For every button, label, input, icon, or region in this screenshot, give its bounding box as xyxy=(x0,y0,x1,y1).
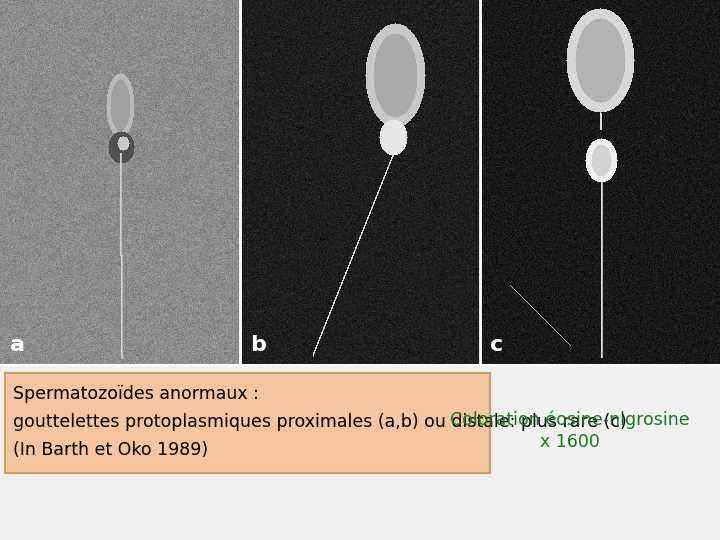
FancyBboxPatch shape xyxy=(5,373,490,473)
Text: (In Barth et Oko 1989): (In Barth et Oko 1989) xyxy=(13,441,208,459)
Text: b: b xyxy=(250,335,266,355)
Text: Spermatozoïdes anormaux :: Spermatozoïdes anormaux : xyxy=(13,385,259,403)
Text: x 1600: x 1600 xyxy=(540,433,600,451)
Text: c: c xyxy=(490,335,503,355)
Text: gouttelettes protoplasmiques proximales (a,b) ou distale: plus rare (c): gouttelettes protoplasmiques proximales … xyxy=(13,413,626,431)
Text: a: a xyxy=(10,335,25,355)
Text: Coloration éosine-nigrosine: Coloration éosine-nigrosine xyxy=(450,411,690,429)
